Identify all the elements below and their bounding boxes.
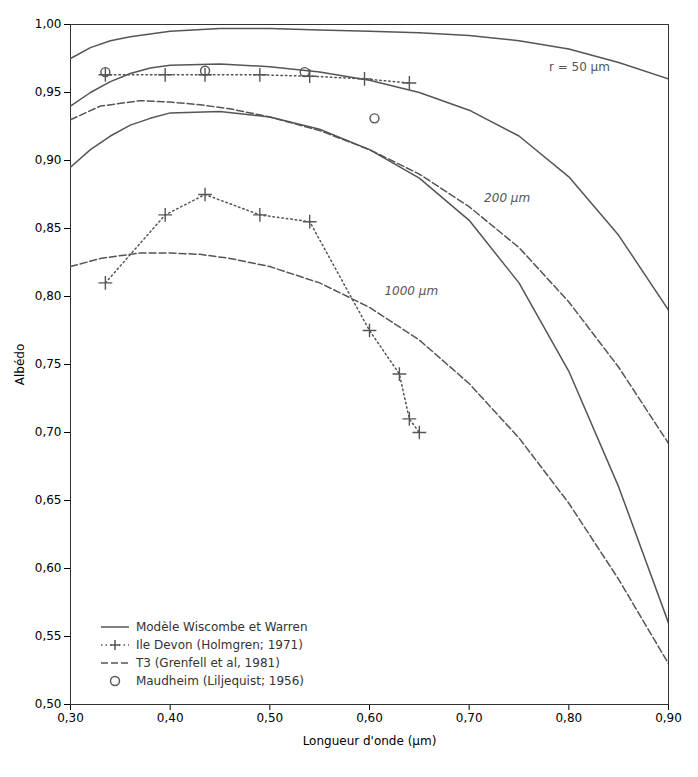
html-text:T3 (Grenfell et al, 1981): T3 (Grenfell et al, 1981)	[135, 656, 280, 671]
svg-text:0,50: 0,50	[35, 697, 62, 711]
svg-text:0,90: 0,90	[35, 153, 62, 167]
svg-text:0,80: 0,80	[555, 711, 582, 725]
html-text:Maudheim (Liljequist; 1956): Maudheim (Liljequist; 1956)	[135, 674, 304, 689]
svg-text:1,00: 1,00	[35, 17, 62, 31]
svg-text:0,50: 0,50	[256, 711, 283, 725]
svg-text:0,80: 0,80	[35, 289, 62, 303]
svg-text:0,40: 0,40	[157, 711, 184, 725]
svg-text:0,75: 0,75	[35, 357, 62, 371]
html-text:Modèle Wiscombe et Warren: Modèle Wiscombe et Warren	[135, 620, 308, 635]
svg-text:0,65: 0,65	[35, 493, 62, 507]
svg-text:0,90: 0,90	[655, 711, 682, 725]
svg-text:0,60: 0,60	[356, 711, 383, 725]
svg-text:0,70: 0,70	[35, 425, 62, 439]
svg-text:Albédo: Albédo	[13, 344, 27, 386]
svg-text:0,30: 0,30	[57, 711, 84, 725]
svg-text:Longueur d'onde (μm): Longueur d'onde (μm)	[303, 734, 437, 748]
svg-text:200 μm: 200 μm	[484, 191, 530, 205]
svg-text:0,60: 0,60	[35, 561, 62, 575]
svg-text:0,70: 0,70	[456, 711, 483, 725]
html-text:Ile Devon (Holmgren; 1971): Ile Devon (Holmgren; 1971)	[135, 638, 303, 653]
svg-text:1000 μm: 1000 μm	[384, 284, 438, 298]
svg-text:0,85: 0,85	[35, 221, 62, 235]
svg-text:0,55: 0,55	[35, 629, 62, 643]
svg-text:0,95: 0,95	[35, 85, 62, 99]
svg-text:r = 50 μm: r = 50 μm	[549, 60, 610, 74]
